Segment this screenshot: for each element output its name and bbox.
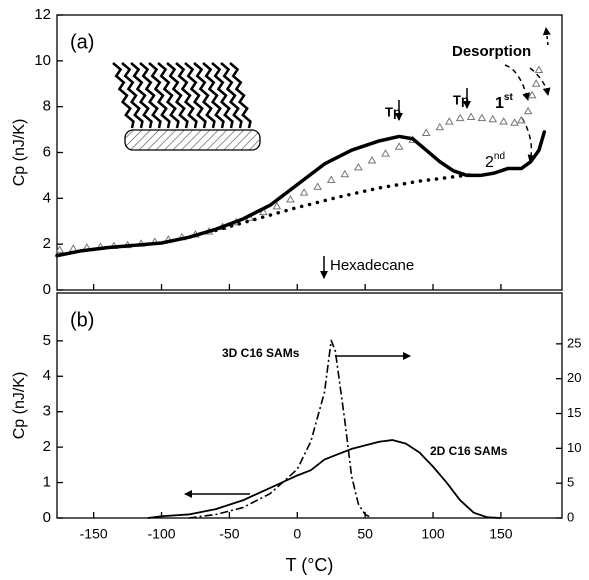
series-label-sup: nd — [494, 151, 505, 162]
x-tick-label: -50 — [219, 526, 239, 542]
data-marker — [531, 79, 541, 87]
panel-label: (a) — [70, 31, 94, 53]
chain — [184, 62, 207, 129]
data-marker — [444, 117, 454, 125]
data-marker — [381, 149, 390, 157]
y-tick-label: 6 — [43, 143, 51, 160]
annotation: Tp — [385, 104, 401, 119]
chain — [211, 62, 234, 129]
annotation: Tp — [453, 92, 469, 107]
data-marker — [499, 117, 508, 125]
x-axis-label: T (°C) — [286, 555, 334, 575]
data-marker — [477, 113, 487, 122]
data-marker — [488, 114, 498, 123]
data-marker — [421, 128, 431, 137]
data-marker — [466, 112, 476, 120]
plot-frame — [56, 292, 563, 519]
x-tick-label: 50 — [357, 526, 373, 542]
data-marker — [299, 188, 309, 196]
y-tick-label: 3 — [43, 403, 51, 420]
annotation: 3D C16 SAMs — [222, 346, 300, 360]
y-tick-label: 2 — [43, 235, 51, 252]
series-label-base: 2 — [485, 154, 494, 171]
chain — [175, 62, 198, 129]
y-tick-label: 4 — [43, 367, 51, 384]
y-tick-label: 8 — [43, 98, 51, 115]
data-line — [147, 439, 501, 519]
y-tick-label: 0 — [43, 509, 51, 526]
data-marker — [286, 194, 295, 203]
series-label: 1st — [495, 92, 513, 113]
data-marker — [510, 118, 519, 126]
annotation: 2D C16 SAMs — [430, 444, 508, 458]
chain — [220, 62, 243, 129]
inset-sketch — [112, 62, 261, 151]
chain — [202, 62, 225, 129]
chain — [157, 62, 180, 129]
data-marker — [516, 115, 526, 124]
annotation: Desorption — [452, 43, 531, 60]
panel-label: (b) — [70, 309, 94, 331]
chain — [112, 62, 135, 129]
data-marker — [340, 169, 350, 178]
data-line — [188, 339, 373, 519]
x-tick-label: -150 — [80, 526, 108, 542]
data-line — [55, 130, 547, 258]
data-marker — [435, 122, 445, 131]
data-marker — [534, 65, 544, 73]
data-marker — [55, 245, 65, 253]
data-marker — [326, 175, 336, 183]
y2-tick-label: 15 — [567, 405, 581, 420]
chain — [130, 62, 153, 129]
series-label: 2nd — [485, 151, 505, 172]
data-marker — [523, 106, 533, 115]
chain — [193, 62, 216, 129]
series-label-sup: st — [504, 92, 514, 103]
x-tick-label: 150 — [489, 526, 513, 542]
y-tick-label: 4 — [43, 189, 51, 206]
y-tick-label: 12 — [34, 6, 51, 23]
data-marker — [354, 162, 363, 171]
data-marker — [272, 201, 282, 210]
y2-tick-label: 5 — [567, 475, 574, 490]
y2-tick-label: 25 — [567, 335, 581, 350]
chain — [148, 62, 171, 129]
y2-tick-label: 20 — [567, 370, 581, 385]
chain — [166, 62, 189, 129]
data-line — [214, 172, 476, 233]
y-axis-label: Cp (nJ/K) — [11, 119, 28, 187]
data-marker — [455, 113, 465, 122]
data-marker — [367, 156, 377, 164]
data-marker — [258, 207, 268, 216]
y-axis-label: Cp (nJ/K) — [11, 372, 28, 440]
chain — [121, 62, 144, 129]
data-marker — [394, 142, 404, 150]
annotation: Hexadecane — [330, 257, 414, 274]
y2-tick-label: 10 — [567, 440, 581, 455]
x-tick-label: 100 — [421, 526, 445, 542]
series-label-base: 1 — [495, 95, 504, 112]
y-tick-label: 0 — [43, 281, 51, 298]
y2-tick-label: 0 — [567, 509, 574, 524]
chain — [229, 62, 252, 129]
x-tick-label: 0 — [293, 526, 301, 542]
data-marker — [313, 182, 323, 190]
y-tick-label: 10 — [34, 52, 51, 69]
chain — [139, 62, 162, 129]
data-marker — [527, 90, 537, 99]
x-tick-label: -100 — [148, 526, 176, 542]
y-tick-label: 1 — [43, 474, 51, 491]
y-tick-label: 2 — [43, 438, 51, 455]
y-tick-label: 5 — [43, 332, 51, 349]
